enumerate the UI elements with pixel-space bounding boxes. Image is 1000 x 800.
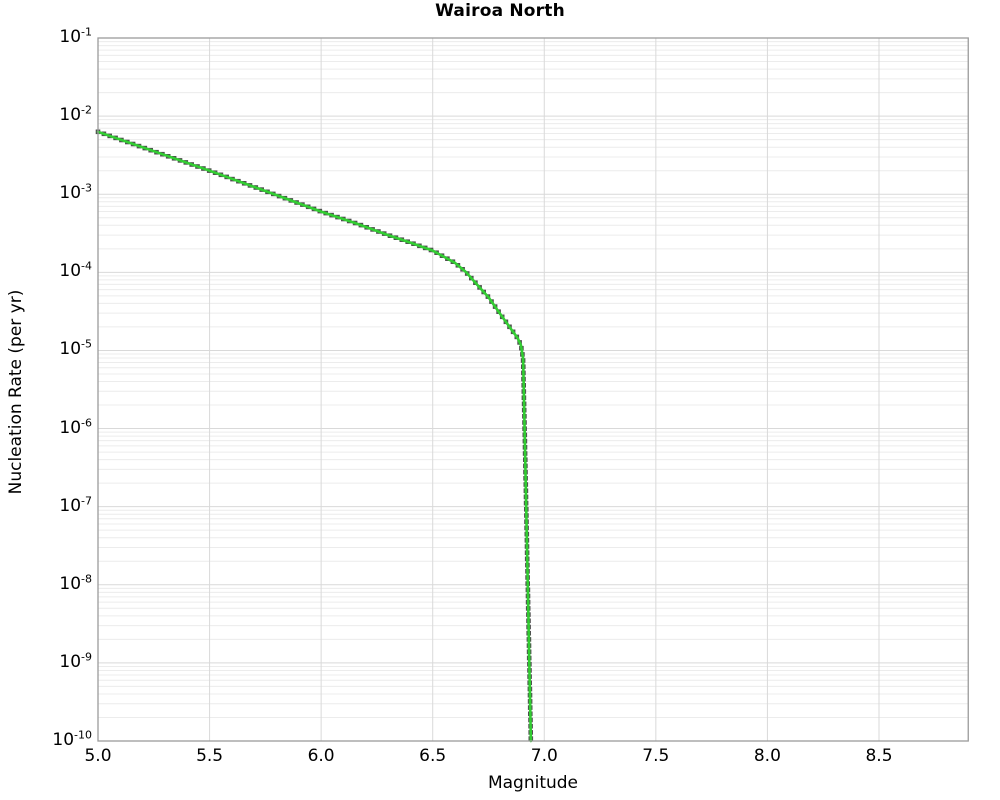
series-markers bbox=[95, 129, 534, 741]
chart-title: Wairoa North bbox=[435, 1, 565, 21]
axes-frame bbox=[97, 37, 969, 742]
x-axis-label: Magnitude bbox=[487, 773, 579, 793]
series-line bbox=[96, 130, 533, 743]
